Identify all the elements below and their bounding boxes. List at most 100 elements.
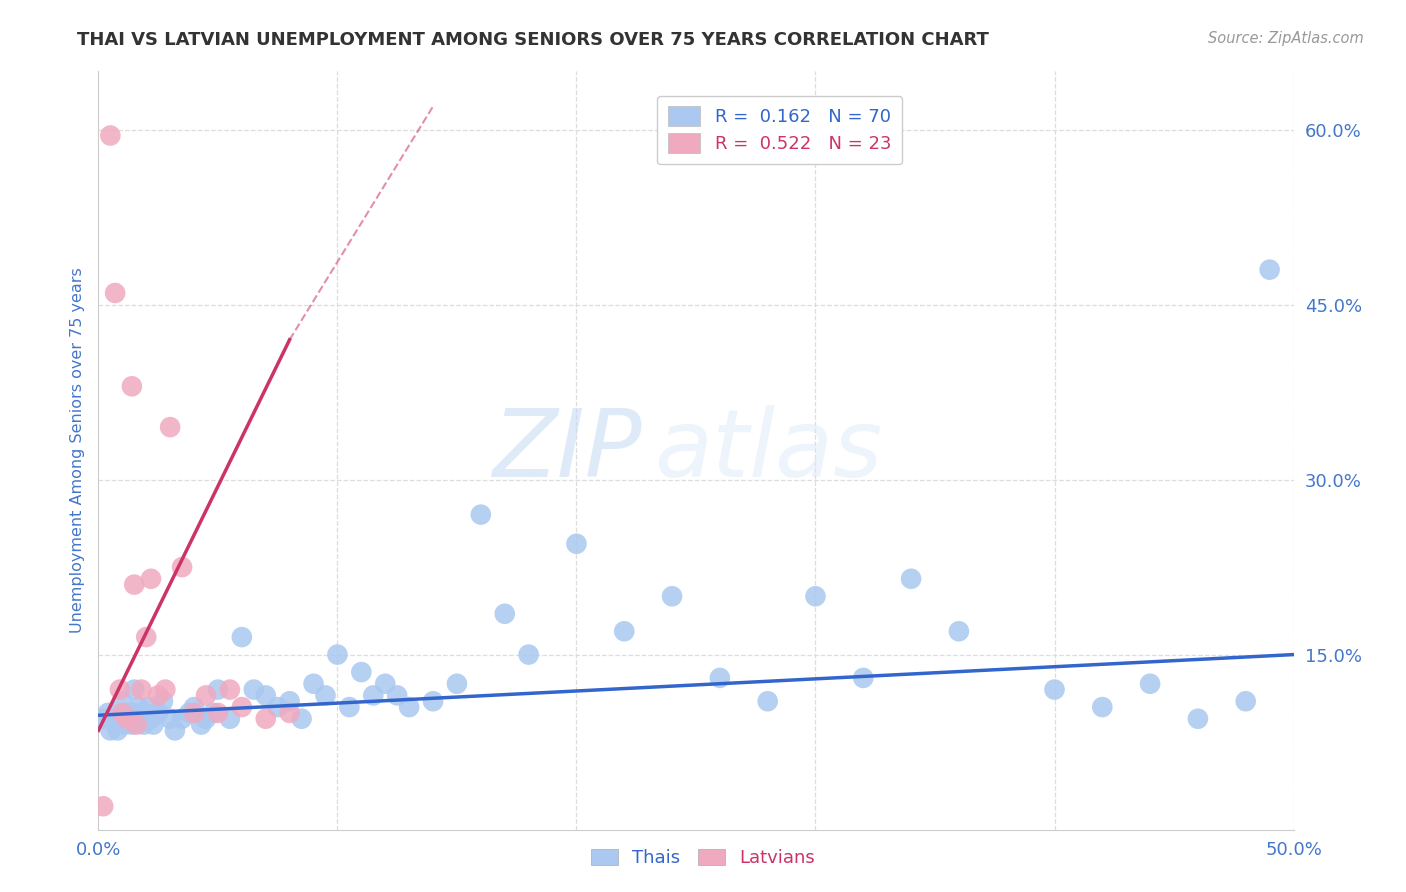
Point bbox=[98, 723, 122, 738]
Point bbox=[107, 723, 129, 738]
Point bbox=[1043, 682, 1066, 697]
Point bbox=[131, 682, 153, 697]
Point bbox=[91, 799, 114, 814]
Point bbox=[115, 706, 138, 720]
Point bbox=[900, 572, 922, 586]
Point bbox=[155, 682, 177, 697]
Text: atlas: atlas bbox=[654, 405, 883, 496]
Point bbox=[163, 723, 186, 738]
Point bbox=[124, 706, 146, 720]
Y-axis label: Unemployment Among Seniors over 75 years: Unemployment Among Seniors over 75 years bbox=[69, 268, 84, 633]
Point bbox=[231, 630, 253, 644]
Point bbox=[139, 712, 162, 726]
Point bbox=[183, 706, 205, 720]
Point bbox=[202, 706, 225, 720]
Point bbox=[363, 689, 385, 703]
Point bbox=[852, 671, 875, 685]
Point bbox=[339, 700, 361, 714]
Text: ZIP: ZIP bbox=[492, 405, 643, 496]
Point bbox=[159, 420, 181, 434]
Point bbox=[131, 712, 153, 726]
Point bbox=[326, 648, 349, 662]
Point bbox=[121, 717, 143, 731]
Point bbox=[278, 694, 301, 708]
Point bbox=[385, 689, 409, 703]
Point bbox=[254, 689, 277, 703]
Point bbox=[291, 712, 314, 726]
Point bbox=[128, 700, 150, 714]
Point bbox=[138, 700, 160, 714]
Point bbox=[135, 630, 157, 644]
Point bbox=[661, 589, 683, 603]
Point bbox=[111, 712, 134, 726]
Point bbox=[101, 712, 124, 726]
Point bbox=[108, 682, 131, 697]
Point bbox=[172, 712, 194, 726]
Legend: R =  0.162   N = 70, R =  0.522   N = 23: R = 0.162 N = 70, R = 0.522 N = 23 bbox=[657, 95, 903, 164]
Point bbox=[98, 128, 122, 143]
Point bbox=[1187, 712, 1209, 726]
Point bbox=[1139, 677, 1161, 691]
Point bbox=[108, 712, 131, 726]
Point bbox=[1091, 700, 1114, 714]
Point bbox=[398, 700, 420, 714]
Point bbox=[183, 700, 205, 714]
Point bbox=[207, 682, 229, 697]
Point bbox=[97, 706, 120, 720]
Point bbox=[114, 717, 136, 731]
Point bbox=[124, 577, 146, 591]
Point bbox=[278, 706, 301, 720]
Point bbox=[315, 689, 337, 703]
Point bbox=[190, 717, 212, 731]
Point bbox=[135, 706, 157, 720]
Point bbox=[195, 712, 218, 726]
Point bbox=[118, 712, 141, 726]
Point bbox=[121, 379, 143, 393]
Point bbox=[756, 694, 779, 708]
Point bbox=[267, 700, 290, 714]
Point bbox=[104, 285, 127, 300]
Point bbox=[148, 689, 170, 703]
Point bbox=[1258, 262, 1281, 277]
Point bbox=[132, 717, 155, 731]
Point bbox=[254, 712, 277, 726]
Point bbox=[111, 706, 134, 720]
Point bbox=[207, 706, 229, 720]
Point bbox=[517, 648, 540, 662]
Point bbox=[948, 624, 970, 639]
Point bbox=[152, 694, 174, 708]
Point bbox=[219, 682, 242, 697]
Point bbox=[125, 712, 148, 726]
Point bbox=[374, 677, 396, 691]
Point bbox=[470, 508, 492, 522]
Point bbox=[231, 700, 253, 714]
Point bbox=[613, 624, 636, 639]
Point bbox=[302, 677, 325, 691]
Point bbox=[91, 712, 114, 726]
Point bbox=[142, 717, 165, 731]
Point bbox=[125, 717, 148, 731]
Point bbox=[148, 706, 170, 720]
Point bbox=[219, 712, 242, 726]
Point bbox=[115, 712, 138, 726]
Point bbox=[565, 537, 588, 551]
Point bbox=[104, 717, 127, 731]
Point bbox=[111, 694, 134, 708]
Point bbox=[494, 607, 516, 621]
Text: THAI VS LATVIAN UNEMPLOYMENT AMONG SENIORS OVER 75 YEARS CORRELATION CHART: THAI VS LATVIAN UNEMPLOYMENT AMONG SENIO… bbox=[77, 31, 990, 49]
Point bbox=[446, 677, 468, 691]
Point bbox=[172, 560, 194, 574]
Legend: Thais, Latvians: Thais, Latvians bbox=[583, 841, 823, 874]
Point bbox=[139, 572, 162, 586]
Point bbox=[179, 706, 201, 720]
Point bbox=[422, 694, 444, 708]
Point bbox=[195, 689, 218, 703]
Point bbox=[804, 589, 827, 603]
Point bbox=[1234, 694, 1257, 708]
Point bbox=[350, 665, 373, 679]
Point bbox=[243, 682, 266, 697]
Point bbox=[159, 712, 181, 726]
Point bbox=[709, 671, 731, 685]
Text: Source: ZipAtlas.com: Source: ZipAtlas.com bbox=[1208, 31, 1364, 46]
Point bbox=[124, 682, 146, 697]
